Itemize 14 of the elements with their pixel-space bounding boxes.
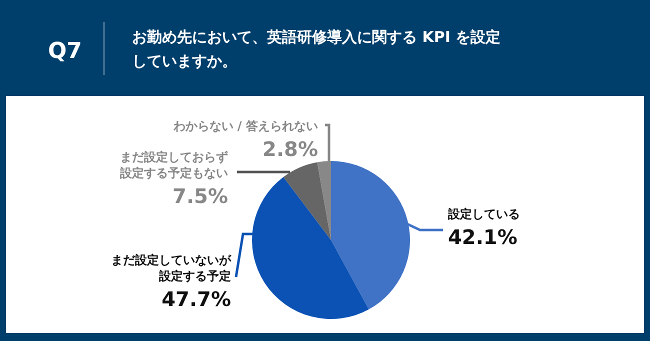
pie-slice: [331, 161, 410, 310]
data-label: 2.8%: [262, 137, 318, 161]
data-label: 7.5%: [172, 184, 228, 208]
chart-subtitle: お勤め先において、英語研修導入に関する KPI を設定していますか。: [132, 28, 501, 70]
chart-title: Q7: [48, 39, 82, 64]
data-label: 42.1%: [448, 225, 518, 249]
slice-label: まだ設定していないが設定する予定: [111, 253, 232, 283]
slice-label: まだ設定しておらず設定する予定もない: [119, 150, 228, 180]
pie-slice: [317, 161, 331, 240]
pie-slice: [283, 162, 331, 240]
slice-label: わからない / 答えられない: [172, 119, 318, 133]
pie-slice: [252, 176, 369, 319]
slice-label: 設定している: [447, 207, 520, 221]
data-label: 47.7%: [162, 287, 231, 311]
